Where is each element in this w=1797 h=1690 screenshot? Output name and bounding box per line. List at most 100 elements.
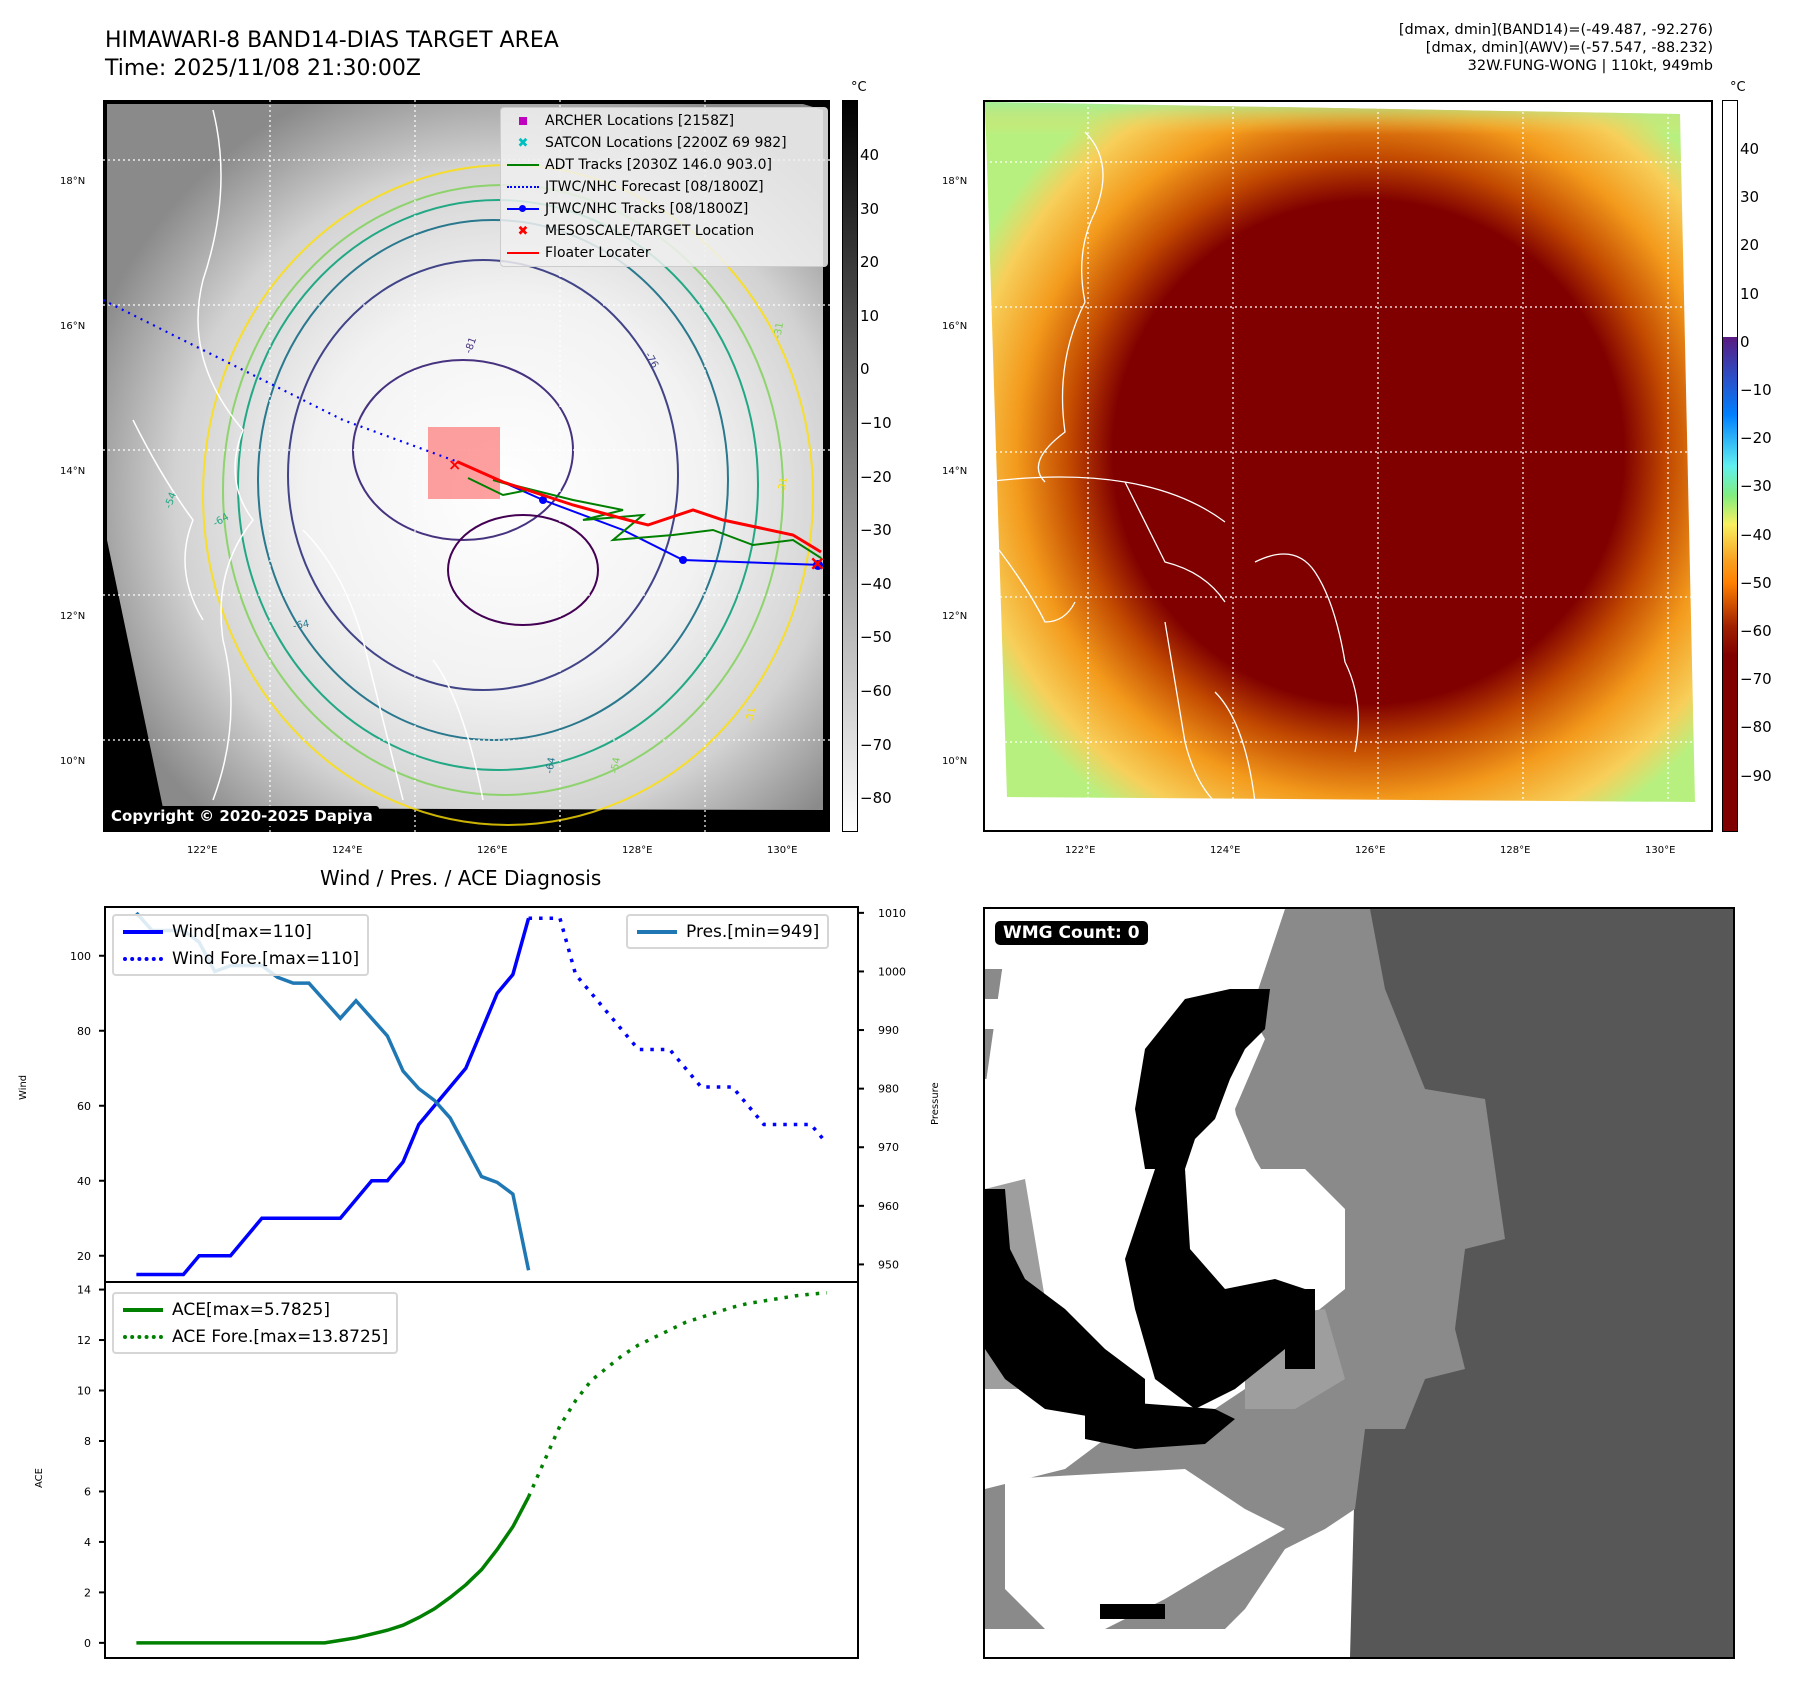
y-tick-label: 2 xyxy=(84,1586,91,1599)
awv-colorbar xyxy=(1722,100,1738,832)
jtwc-forecast-line xyxy=(103,299,459,464)
legend-label: Wind[max=110] xyxy=(172,921,312,942)
colorbar-tick-label: 10 xyxy=(1740,284,1760,303)
legend-item-satcon: ✖ SATCON Locations [2200Z 69 982] xyxy=(501,132,827,154)
ace-chart: 0 2 4 6 8 10 12 14 xyxy=(77,1281,859,1659)
colorbar-tick-label: −80 xyxy=(860,789,892,808)
wmg-panel: WMG Count: 0 xyxy=(983,907,1735,1659)
legend-label: ACE Fore.[max=13.8725] xyxy=(172,1326,389,1347)
legend-label: MESOSCALE/TARGET Location xyxy=(545,223,755,239)
legend-item-adt: ADT Tracks [2030Z 146.0 903.0] xyxy=(501,154,827,176)
line-icon xyxy=(507,164,539,166)
colorbar-tick-label: −30 xyxy=(1740,477,1772,496)
colorbar-tick-label: 20 xyxy=(1740,236,1760,255)
y-tick-label: 20 xyxy=(77,1250,91,1263)
lon-label: 122°E xyxy=(187,845,218,856)
y-tick-label: 4 xyxy=(84,1536,91,1549)
svg-text:×: × xyxy=(809,551,826,575)
ir-colorbar-unit: °C xyxy=(851,80,867,95)
legend-label: SATCON Locations [2200Z 69 982] xyxy=(545,135,787,151)
legend-label: Floater Locater xyxy=(545,245,651,261)
line-icon xyxy=(637,929,677,934)
colorbar-tick-label: 0 xyxy=(860,360,870,379)
y-tick-label: 60 xyxy=(77,1100,91,1113)
ir-map-panel: × × -81 -76 -31 -31 -54 -64 -64 -54 -64 … xyxy=(103,100,830,832)
legend-label: Pres.[min=949] xyxy=(686,921,820,942)
line-icon xyxy=(123,929,163,934)
y-tick-label: 40 xyxy=(77,1175,91,1188)
lat-label: 12°N xyxy=(60,611,86,622)
y-right-tick-label: 960 xyxy=(878,1200,899,1213)
lon-label: 122°E xyxy=(1065,845,1096,856)
colorbar-tick-label: −10 xyxy=(1740,381,1772,399)
plot-frame xyxy=(104,1281,859,1659)
colorbar-tick-label: −40 xyxy=(860,574,892,593)
lat-label: 10°N xyxy=(942,756,968,767)
legend-item-ace: ACE[max=5.7825] xyxy=(114,1296,388,1323)
colorbar-tick-label: 10 xyxy=(860,306,880,325)
colorbar-tick-label: −20 xyxy=(860,467,892,486)
legend-item-pressure: Pres.[min=949] xyxy=(628,918,819,945)
lat-label: 18°N xyxy=(942,176,968,187)
y-tick-label: 80 xyxy=(77,1025,91,1038)
figure-time: Time: 2025/11/08 21:30:00Z xyxy=(105,56,421,81)
legend-label: JTWC/NHC Forecast [08/1800Z] xyxy=(545,179,764,195)
ace-legend: ACE[max=5.7825] ACE Fore.[max=13.8725] xyxy=(112,1292,399,1354)
colorbar-tick-label: −60 xyxy=(860,682,892,700)
colorbar-tick-label: 0 xyxy=(1740,332,1750,351)
lon-label: 126°E xyxy=(477,845,508,856)
ir-colorbar xyxy=(842,100,858,832)
lon-label: 130°E xyxy=(1645,845,1676,856)
lat-label: 18°N xyxy=(60,176,86,187)
legend-item-ace-forecast: ACE Fore.[max=13.8725] xyxy=(114,1323,388,1350)
y-right-tick-label: 990 xyxy=(878,1024,899,1037)
colorbar-tick-label: −70 xyxy=(1740,670,1772,689)
lat-label: 14°N xyxy=(60,466,86,477)
y-right-tick-label: 980 xyxy=(878,1083,899,1096)
y-tick-label: 12 xyxy=(77,1334,91,1347)
legend-item-tracks: JTWC/NHC Tracks [08/1800Z] xyxy=(501,198,827,220)
y-tick-label: 10 xyxy=(77,1385,91,1398)
colorbar-tick-label: −20 xyxy=(1740,429,1772,448)
legend-item-mesoscale: ✖ MESOSCALE/TARGET Location xyxy=(501,220,827,242)
lat-label: 14°N xyxy=(942,466,968,477)
y-right-tick-label: 970 xyxy=(878,1141,899,1154)
lat-label: 16°N xyxy=(942,321,968,332)
y-right-tick-label: 1000 xyxy=(878,965,906,978)
colorbar-tick-label: −80 xyxy=(1740,718,1772,737)
wind-legend: Wind[max=110] Wind Fore.[max=110] xyxy=(112,914,370,976)
lat-label: 10°N xyxy=(60,756,86,767)
colorbar-tick-label: 30 xyxy=(1740,188,1760,207)
colorbar-tick-label: −10 xyxy=(860,414,892,432)
wmg-count-label: WMG Count: 0 xyxy=(995,921,1148,945)
wmg-image xyxy=(985,909,1733,1657)
ace-series-line-1 xyxy=(526,1291,827,1498)
series-line-1 xyxy=(528,916,828,1145)
colorbar-tick-label: −90 xyxy=(1740,766,1772,785)
y-right-tick-label: 950 xyxy=(878,1258,899,1271)
colorbar-tick-label: −50 xyxy=(860,628,892,647)
legend-item-archer: ARCHER Locations [2158Z] xyxy=(501,110,827,132)
line-icon xyxy=(507,252,539,254)
ir-map-legend: ARCHER Locations [2158Z] ✖ SATCON Locati… xyxy=(500,107,828,267)
colorbar-tick-label: −40 xyxy=(1740,525,1772,544)
lat-label: 12°N xyxy=(942,611,968,622)
pressure-legend: Pres.[min=949] xyxy=(626,914,830,949)
square-marker-icon xyxy=(519,117,527,125)
floater-track-line xyxy=(457,460,822,554)
lon-label: 130°E xyxy=(767,845,798,856)
colorbar-tick-label: 30 xyxy=(860,199,880,218)
awv-map-panel xyxy=(983,100,1713,832)
legend-label: ADT Tracks [2030Z 146.0 903.0] xyxy=(545,157,772,173)
legend-label: JTWC/NHC Tracks [08/1800Z] xyxy=(545,201,749,217)
awv-map-image xyxy=(985,102,1711,830)
awv-colorbar-unit: °C xyxy=(1730,80,1746,95)
storm-info: 32W.FUNG-WONG | 110kt, 949mb xyxy=(1467,58,1713,74)
legend-item-floater: Floater Locater xyxy=(501,242,827,264)
diagnosis-title: Wind / Pres. / ACE Diagnosis xyxy=(320,866,602,890)
lon-label: 126°E xyxy=(1355,845,1386,856)
legend-label: ARCHER Locations [2158Z] xyxy=(545,113,735,129)
legend-label: Wind Fore.[max=110] xyxy=(172,948,360,969)
colorbar-tick-label: −50 xyxy=(1740,573,1772,592)
dotted-line-icon xyxy=(123,956,163,961)
